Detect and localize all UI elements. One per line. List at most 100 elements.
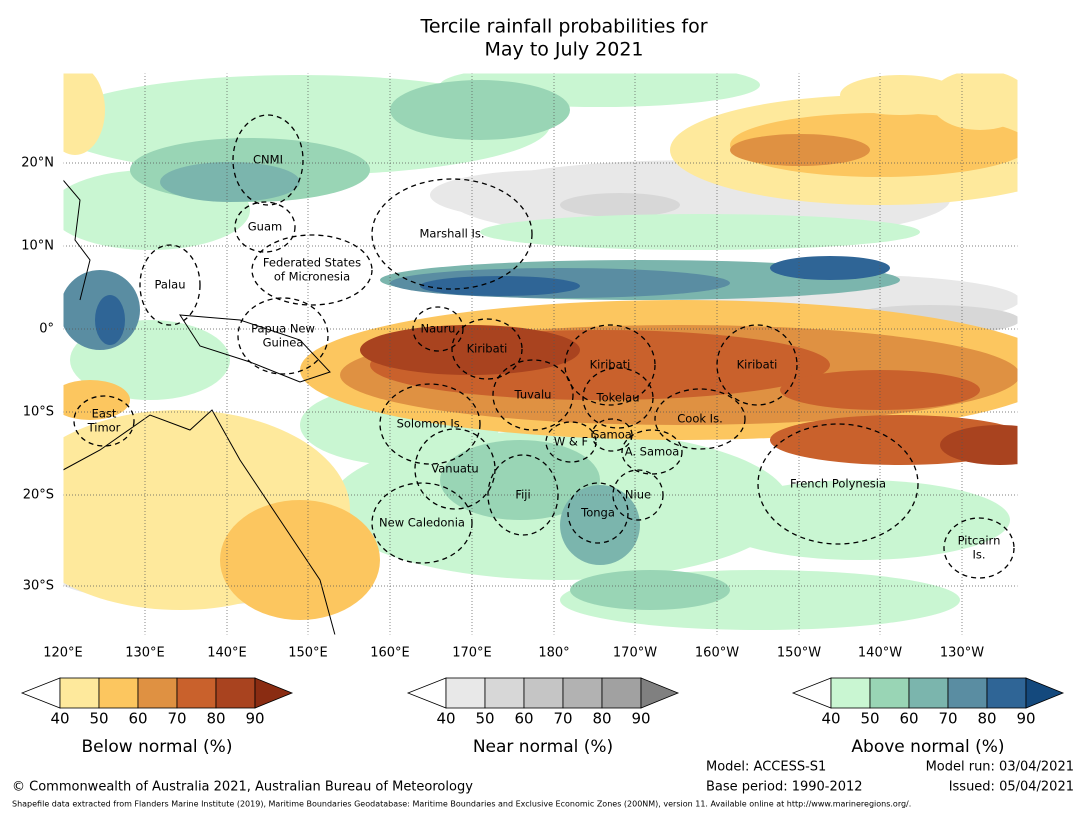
region-label: Tuvalu — [514, 388, 552, 402]
lon-label: 170°E — [452, 646, 492, 661]
source: Shapefile data extracted from Flanders M… — [12, 800, 911, 809]
colorbar-box — [830, 677, 871, 709]
colorbar-tick-label: 40 — [50, 710, 69, 728]
rainfall-patch — [710, 480, 1010, 560]
rainfall-patch — [570, 570, 730, 610]
rainfall-patch — [770, 256, 890, 280]
colorbar-box — [947, 677, 988, 709]
copyright: © Commonwealth of Australia 2021, Austra… — [12, 780, 473, 795]
colorbar-box — [98, 677, 139, 709]
lon-label: 140°W — [858, 646, 902, 661]
eez-boundary — [612, 469, 664, 521]
colorbar-extend — [254, 677, 294, 709]
colorbar-extend — [1025, 677, 1065, 709]
rainfall-patch — [480, 214, 920, 250]
region-label: Marshall Is. — [419, 227, 484, 241]
region-label: Samoa — [592, 428, 632, 442]
lat-label: 10°S — [23, 405, 54, 420]
eez-boundary — [73, 395, 135, 447]
title: Tercile rainfall probabilities for — [419, 16, 707, 38]
colorbar-tick-label: 50 — [860, 710, 879, 728]
title: May to July 2021 — [485, 39, 644, 61]
coastline — [63, 179, 91, 301]
rainfall-patch — [220, 500, 380, 620]
lon-label: 160°E — [370, 646, 410, 661]
eez-boundary — [232, 114, 304, 206]
region-label: CNMI — [253, 153, 283, 167]
rainfall-patch — [560, 485, 640, 565]
map — [63, 73, 1018, 635]
colorbar-tick-label: 60 — [128, 710, 147, 728]
eez-boundary — [379, 383, 481, 465]
colorbar-box — [908, 677, 949, 709]
region-label: New Caledonia — [379, 516, 465, 530]
lat-label: 20°N — [21, 156, 54, 171]
eez-boundary — [716, 324, 798, 406]
region-label: Niue — [625, 488, 651, 502]
colorbar-tick-label: 50 — [475, 710, 494, 728]
colorbar-box — [137, 677, 178, 709]
map-frame — [62, 72, 1019, 636]
region-label: Guinea — [263, 336, 304, 350]
region-label: A. Samoa — [625, 445, 680, 459]
lon-label: 120°E — [43, 646, 83, 661]
eez-boundary — [621, 429, 683, 475]
lon-label: 160°W — [695, 646, 739, 661]
model: Model: ACCESS-S1 — [706, 760, 826, 775]
region-label: Timor — [87, 421, 121, 435]
colorbar-tick-label: 70 — [167, 710, 186, 728]
rainfall-patch — [780, 370, 980, 410]
colorbar-tick-label: 80 — [206, 710, 225, 728]
region-label: French Polynesia — [790, 477, 886, 491]
colorbar-tick-label: 70 — [553, 710, 572, 728]
colorbar-label: Near normal (%) — [473, 737, 613, 757]
colorbar-extend — [791, 677, 832, 709]
colorbar-box — [986, 677, 1027, 709]
colorbar-tick-label: 80 — [977, 710, 996, 728]
lon-label: 170°W — [613, 646, 657, 661]
rainfall-patch — [560, 193, 680, 217]
rainfall-patch — [390, 80, 570, 140]
colorbar-box — [176, 677, 217, 709]
region-label: East — [92, 407, 117, 421]
eez-boundary — [567, 482, 629, 544]
eez-boundary — [371, 482, 473, 564]
eez-boundary — [654, 388, 746, 450]
lon-label: 150°W — [777, 646, 821, 661]
colorbar-box — [484, 677, 525, 709]
region-label: Vanuatu — [431, 462, 478, 476]
lat-label: 0° — [39, 322, 54, 337]
rainfall-patch — [63, 73, 105, 155]
colorbar-tick-label: 90 — [245, 710, 264, 728]
region-label: Solomon Is. — [397, 417, 464, 431]
lon-label: 140°E — [207, 646, 247, 661]
colorbar-tick-label: 40 — [436, 710, 455, 728]
coastline — [179, 314, 331, 383]
rainfall-patch — [940, 425, 1018, 465]
region-label: Guam — [248, 220, 282, 234]
eez-boundary — [582, 367, 654, 429]
region-label: W & F — [554, 435, 588, 449]
region-label: Fiji — [515, 488, 530, 502]
rainfall-patch — [63, 380, 130, 420]
lon-label: 130°W — [940, 646, 984, 661]
region-label: Kiribati — [467, 342, 508, 356]
lon-label: 150°E — [288, 646, 328, 661]
colorbar-tick-label: 80 — [592, 710, 611, 728]
rainfall-patch — [420, 276, 580, 296]
colorbar-box — [523, 677, 564, 709]
region-label: Papua New — [251, 322, 315, 336]
colorbar-box — [869, 677, 910, 709]
coastline — [63, 409, 336, 635]
lon-label: 180° — [538, 646, 569, 661]
region-label: Palau — [155, 278, 186, 292]
colorbar-tick-label: 60 — [899, 710, 918, 728]
region-label: Tonga — [580, 506, 615, 520]
eez-boundary — [492, 359, 574, 431]
colorbar-box — [601, 677, 642, 709]
eez-boundary — [545, 421, 597, 463]
eez-boundary — [757, 423, 919, 545]
colorbar-tick-label: 90 — [1016, 710, 1035, 728]
lat-label: 10°N — [21, 239, 54, 254]
colorbar-extend — [406, 677, 447, 709]
